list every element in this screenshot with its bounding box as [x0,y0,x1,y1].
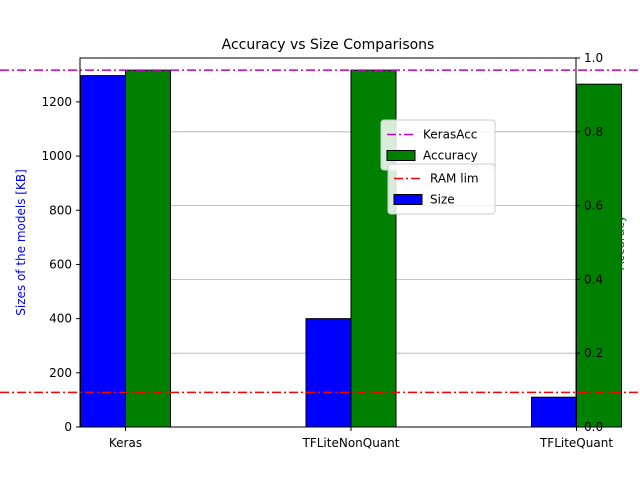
y2-tick-label: 0.8 [584,125,603,139]
bars [80,69,622,428]
bar-size-keras [80,75,126,428]
legend-lower: RAM lim Size [387,163,496,215]
legend-label: RAM lim [430,172,479,186]
y-tick-label: 1200 [41,95,72,109]
y2-tick-label: 0.0 [584,420,603,434]
legend-label: Size [430,193,455,207]
y-tick-label: 400 [49,312,72,326]
plot-frame [79,57,577,428]
y-tick-label: 600 [49,257,72,271]
x-tick-label: Keras [109,436,142,450]
legend-upper: KerasAcc Accuracy [380,119,496,171]
x-tick-label: TFLiteNonQuant [302,436,400,450]
legend-swatch [393,194,423,205]
bar-size-tflitenonquant [305,318,352,428]
y-axis-right: 0.0 0.2 0.4 0.6 0.8 1.0 [576,51,603,434]
y-tick-label: 200 [49,366,72,380]
bar-accuracy-keras [125,69,171,428]
y-tick-label: 1000 [41,149,72,163]
y2-tick-label: 0.6 [584,199,603,213]
y2-axis-label: Accuracy [613,215,627,270]
bar-size-tflitequant [531,396,577,428]
legend-label: Accuracy [423,149,478,163]
legend-label: KerasAcc [423,128,477,142]
y-axis-label: Sizes of the models [KB] [14,169,28,315]
reference-lines [0,69,640,394]
x-axis: Keras TFLiteNonQuant TFLiteQuant [109,427,613,450]
x-tick-label: TFLiteQuant [539,436,613,450]
y2-tick-label: 0.2 [584,346,603,360]
y2-tick-label: 0.4 [584,272,603,286]
chart-title: Accuracy vs Size Comparisons [222,37,435,53]
y-tick-label: 800 [49,203,72,217]
legend-swatch [386,150,416,161]
y-axis-left: 0 200 400 600 800 1000 1200 [41,95,80,434]
y-tick-label: 0 [64,420,72,434]
y2-tick-label: 1.0 [584,51,603,65]
